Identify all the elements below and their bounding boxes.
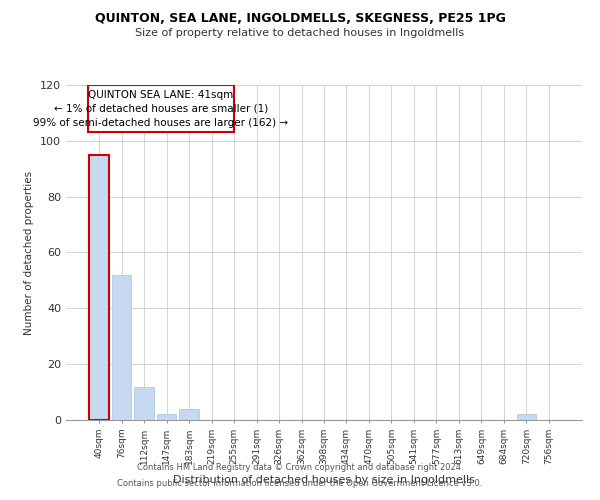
Bar [157,414,176,420]
Text: QUINTON SEA LANE: 41sqm
← 1% of detached houses are smaller (1)
99% of semi-deta: QUINTON SEA LANE: 41sqm ← 1% of detached… [34,90,289,128]
FancyBboxPatch shape [88,85,234,132]
Bar [89,155,109,420]
Bar [112,275,131,420]
Text: Contains public sector information licensed under the Open Government Licence v3: Contains public sector information licen… [118,478,482,488]
Text: Size of property relative to detached houses in Ingoldmells: Size of property relative to detached ho… [136,28,464,38]
X-axis label: Distribution of detached houses by size in Ingoldmells: Distribution of detached houses by size … [173,475,475,485]
Bar [134,386,154,420]
Bar [517,414,536,420]
Bar [179,409,199,420]
Text: Contains HM Land Registry data © Crown copyright and database right 2024.: Contains HM Land Registry data © Crown c… [137,464,463,472]
Y-axis label: Number of detached properties: Number of detached properties [25,170,34,334]
Text: QUINTON, SEA LANE, INGOLDMELLS, SKEGNESS, PE25 1PG: QUINTON, SEA LANE, INGOLDMELLS, SKEGNESS… [95,12,505,26]
